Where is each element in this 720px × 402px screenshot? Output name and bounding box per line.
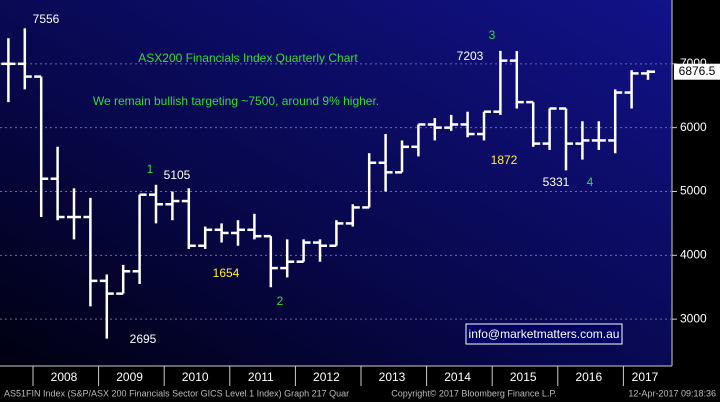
y-tick-label: 6000: [680, 120, 707, 134]
plot-area: [0, 0, 672, 366]
x-tick-label: 2009: [116, 370, 143, 384]
annotation: 7556: [33, 12, 60, 26]
annotation: 1: [147, 162, 154, 176]
y-tick-label: 5000: [680, 184, 707, 198]
last-price-box: [674, 63, 720, 80]
contact-box: [465, 323, 623, 345]
footer-left: AS51FIN Index (S&P/ASX 200 Financials Se…: [4, 388, 349, 398]
chart-subtitle: We remain bullish targeting ~7500, aroun…: [93, 94, 379, 108]
x-tick-label: 2015: [510, 370, 537, 384]
annotation: 1654: [213, 266, 240, 280]
annotation: 1872: [491, 153, 518, 167]
axis-area: [672, 0, 720, 366]
x-axis-area: [0, 366, 720, 386]
annotation: 4: [587, 175, 594, 189]
annotation: 7203: [457, 49, 484, 63]
x-tick-label: 2016: [575, 370, 602, 384]
annotation: 5105: [164, 168, 191, 182]
footer: [0, 386, 720, 402]
last-price-label: 6876.5: [679, 64, 716, 78]
x-tick-label: 2008: [51, 370, 78, 384]
x-tick-label: 2014: [444, 370, 471, 384]
x-tick-label: 2012: [313, 370, 340, 384]
annotation: 3: [489, 28, 496, 42]
y-tick-label: 4000: [680, 247, 707, 261]
chart-title: ASX200 Financials Index Quarterly Chart: [138, 51, 358, 65]
annotation: 2: [277, 294, 284, 308]
footer-right: 12-Apr-2017 09:18:36: [628, 388, 716, 398]
x-tick-label: 2010: [182, 370, 209, 384]
x-tick-label: 2011: [248, 370, 274, 384]
y-tick-label: 3000: [680, 311, 707, 325]
x-tick-label: 2013: [379, 370, 406, 384]
annotation: 5331: [543, 175, 570, 189]
footer-center: Copyright© 2017 Bloomberg Finance L.P.: [391, 388, 557, 398]
contact: info@marketmatters.com.au: [469, 327, 620, 341]
annotation: 2695: [130, 332, 157, 346]
x-tick-label: 2017: [632, 370, 659, 384]
